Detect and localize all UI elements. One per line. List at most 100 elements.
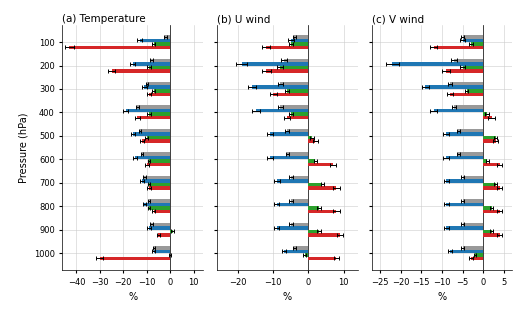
- Bar: [454, 106, 483, 109]
- Bar: [450, 250, 483, 253]
- Bar: [256, 109, 308, 112]
- Bar: [483, 183, 496, 186]
- Bar: [284, 58, 308, 62]
- Bar: [475, 253, 483, 257]
- Bar: [467, 89, 483, 93]
- Bar: [277, 226, 308, 230]
- Bar: [483, 139, 496, 143]
- Bar: [287, 152, 308, 156]
- Text: (b) U wind: (b) U wind: [217, 14, 270, 24]
- Bar: [126, 109, 170, 112]
- Bar: [308, 230, 319, 233]
- Bar: [133, 132, 170, 136]
- Text: (a) Temperature: (a) Temperature: [62, 14, 146, 24]
- Bar: [154, 42, 170, 46]
- Bar: [446, 179, 483, 183]
- Bar: [459, 129, 483, 132]
- Bar: [149, 93, 170, 96]
- Bar: [291, 39, 308, 42]
- Bar: [147, 163, 170, 166]
- Bar: [463, 35, 483, 39]
- Bar: [463, 39, 483, 42]
- Bar: [133, 62, 170, 66]
- Bar: [425, 85, 483, 89]
- Bar: [135, 156, 170, 159]
- Bar: [151, 223, 170, 226]
- Y-axis label: Pressure (hPa): Pressure (hPa): [18, 112, 28, 183]
- Bar: [242, 62, 308, 66]
- Bar: [446, 69, 483, 73]
- Bar: [137, 116, 170, 119]
- Bar: [273, 93, 308, 96]
- Bar: [483, 186, 500, 190]
- Bar: [291, 223, 308, 226]
- Bar: [291, 176, 308, 179]
- Bar: [266, 69, 308, 73]
- Bar: [446, 132, 483, 136]
- Bar: [294, 246, 308, 250]
- Bar: [463, 199, 483, 203]
- Bar: [294, 35, 308, 39]
- Bar: [70, 46, 170, 49]
- Bar: [471, 257, 483, 260]
- Bar: [280, 82, 308, 85]
- Bar: [137, 106, 170, 109]
- Bar: [154, 89, 170, 93]
- Bar: [140, 39, 170, 42]
- Bar: [483, 206, 491, 210]
- Bar: [100, 257, 170, 260]
- Bar: [147, 136, 170, 139]
- Bar: [140, 129, 170, 132]
- Bar: [483, 136, 496, 139]
- Bar: [287, 129, 308, 132]
- Bar: [151, 58, 170, 62]
- Bar: [280, 106, 308, 109]
- Bar: [142, 139, 170, 143]
- Bar: [145, 203, 170, 206]
- Bar: [165, 35, 170, 39]
- Bar: [450, 82, 483, 85]
- Bar: [308, 136, 312, 139]
- Bar: [463, 223, 483, 226]
- Bar: [154, 246, 170, 250]
- Bar: [291, 112, 308, 116]
- Bar: [291, 42, 308, 46]
- Bar: [305, 253, 308, 257]
- Bar: [142, 152, 170, 156]
- Bar: [284, 250, 308, 253]
- Bar: [308, 186, 336, 190]
- X-axis label: %: %: [437, 292, 447, 302]
- Bar: [149, 199, 170, 203]
- Bar: [270, 132, 308, 136]
- Bar: [454, 58, 483, 62]
- Bar: [392, 62, 483, 66]
- Bar: [159, 233, 170, 237]
- Bar: [308, 233, 340, 237]
- Bar: [483, 163, 500, 166]
- Bar: [154, 210, 170, 213]
- Bar: [308, 139, 316, 143]
- Bar: [308, 206, 319, 210]
- Bar: [446, 226, 483, 230]
- Bar: [170, 230, 173, 233]
- X-axis label: %: %: [128, 292, 137, 302]
- Bar: [308, 210, 336, 213]
- Bar: [266, 46, 308, 49]
- Bar: [149, 186, 170, 190]
- Bar: [459, 152, 483, 156]
- Bar: [471, 42, 483, 46]
- Bar: [270, 156, 308, 159]
- Text: (c) V wind: (c) V wind: [372, 14, 424, 24]
- Bar: [154, 250, 170, 253]
- Bar: [287, 116, 308, 119]
- Bar: [446, 156, 483, 159]
- Bar: [463, 176, 483, 179]
- Bar: [308, 159, 316, 163]
- Bar: [149, 66, 170, 69]
- Bar: [483, 159, 487, 163]
- Bar: [434, 109, 483, 112]
- Bar: [308, 183, 322, 186]
- Bar: [277, 203, 308, 206]
- X-axis label: %: %: [283, 292, 292, 302]
- Bar: [149, 112, 170, 116]
